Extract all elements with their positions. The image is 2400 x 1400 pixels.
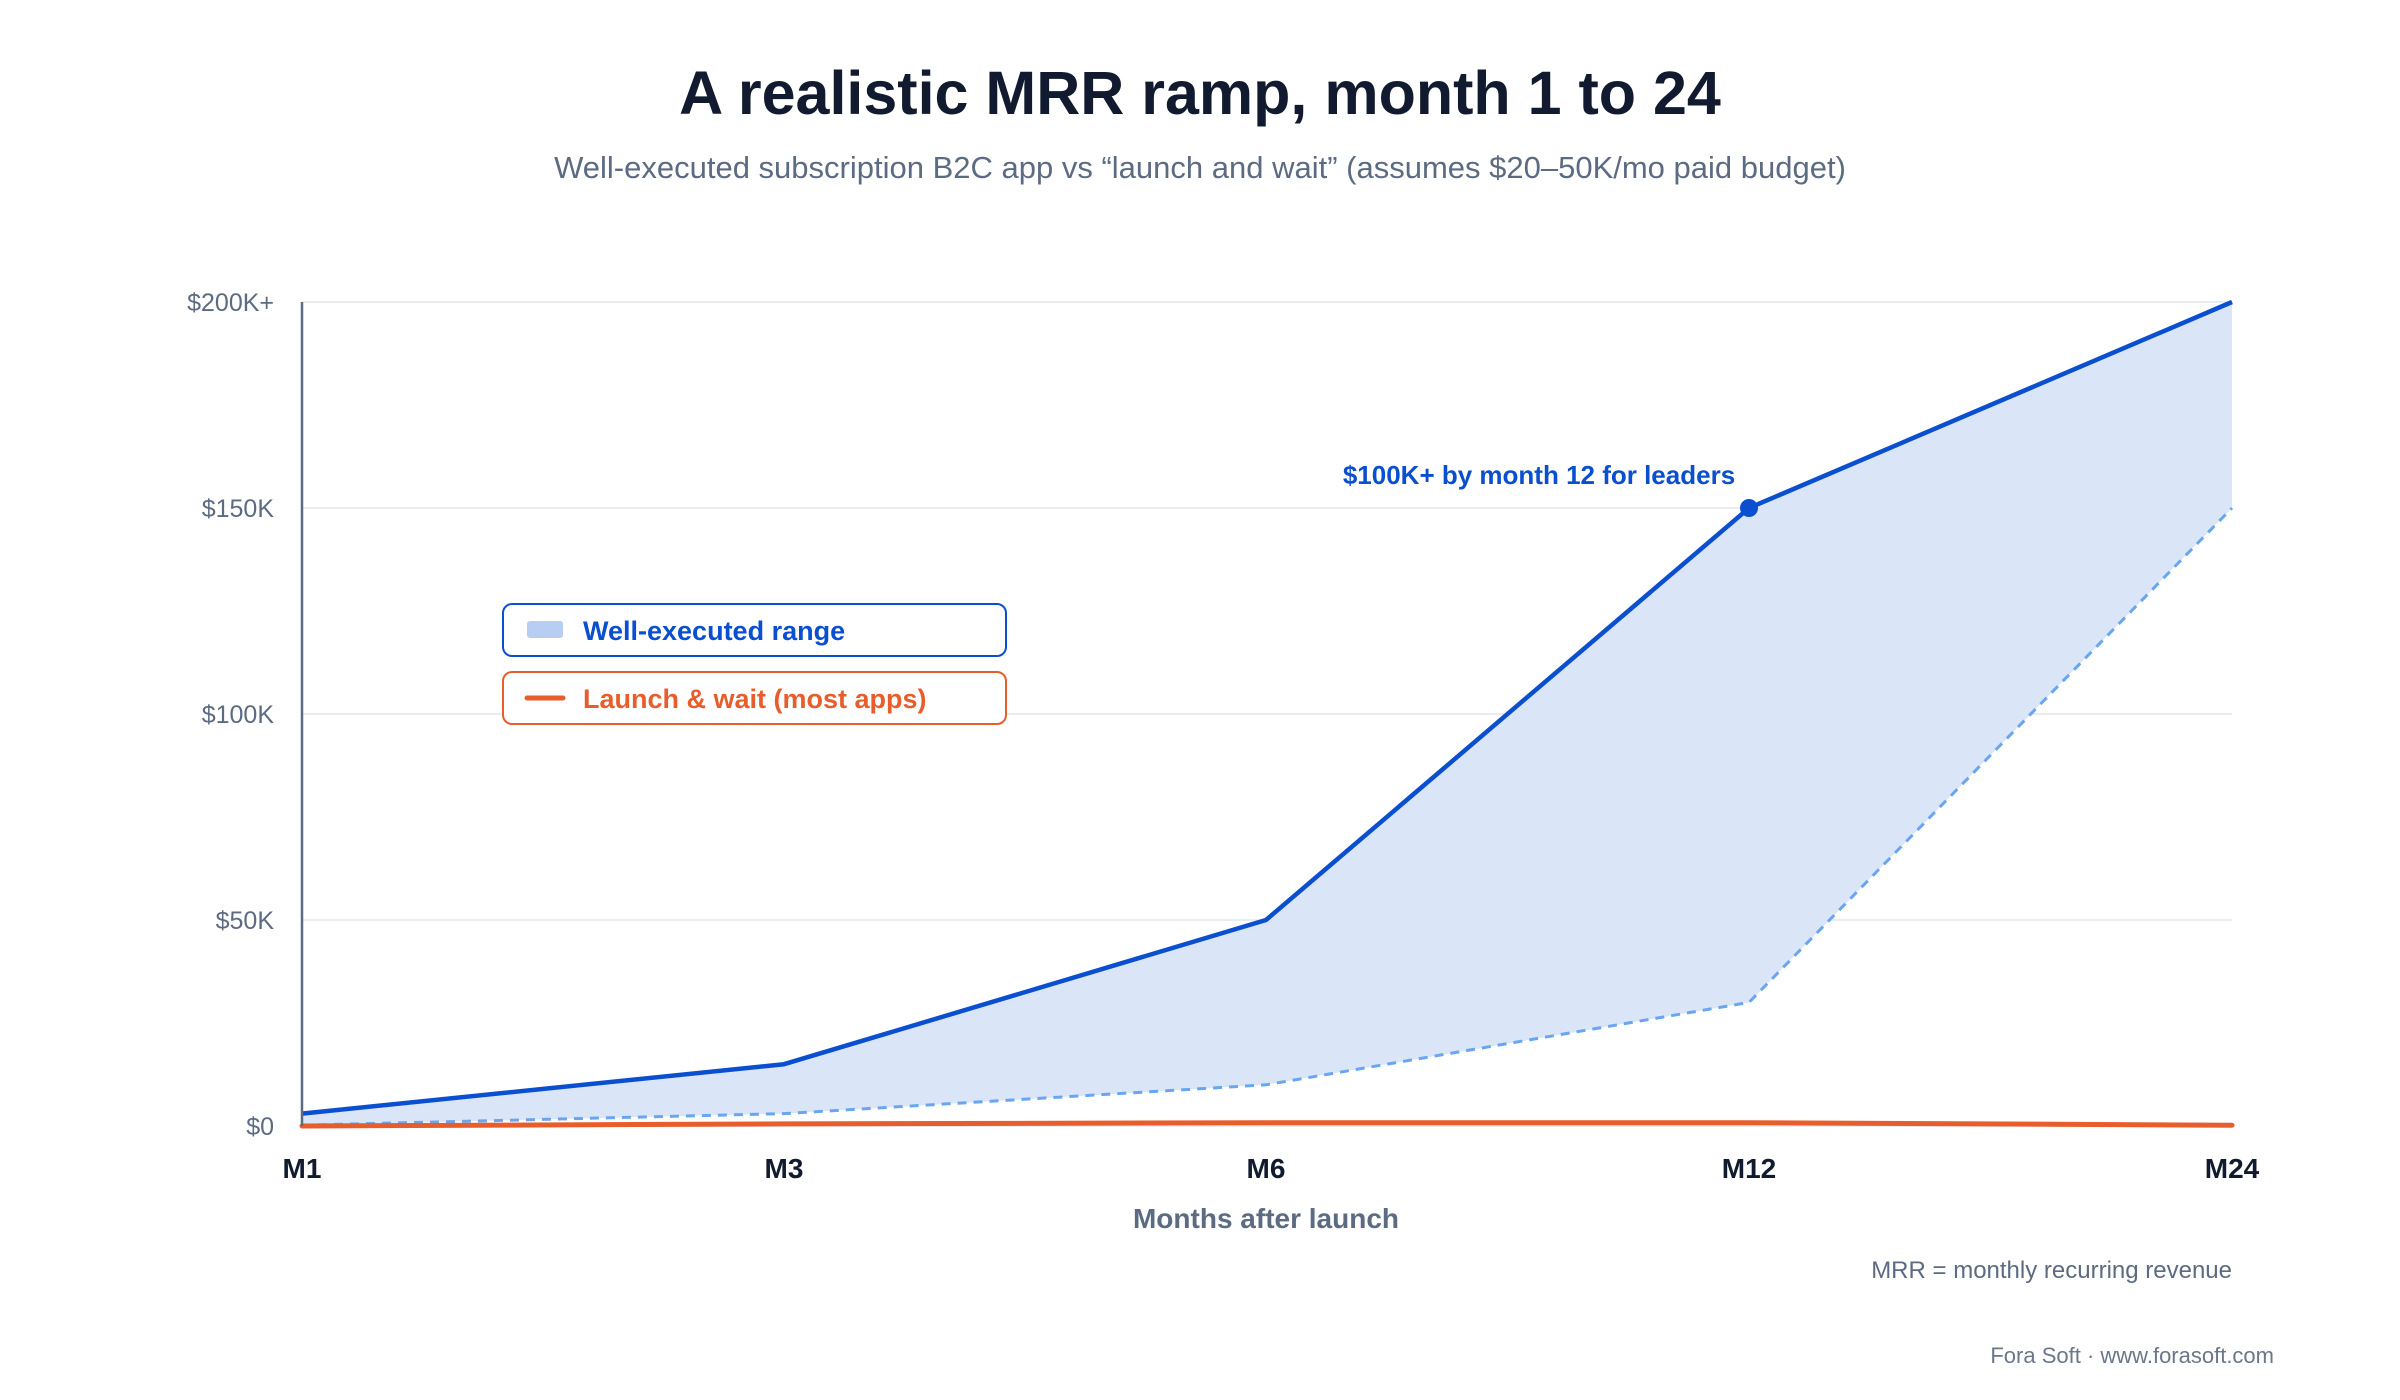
legend-range-box [502,603,1007,657]
annotation-marker [1740,499,1758,517]
x-axis-label: Months after launch [1133,1203,1399,1234]
legend-item-wait: Launch & wait (most apps) [502,671,1007,725]
well-executed-lower-line [301,506,2234,1127]
y-axis-ticks: $0 $50K $100K $150K $200K+ [187,289,274,1141]
annotation-label: $100K+ by month 12 for leaders [1343,460,1735,490]
legend-range-swatch [527,621,563,638]
x-tick-label: M3 [765,1153,804,1184]
y-tick-label: $150K [202,495,275,523]
y-tick-label: $0 [246,1113,274,1141]
chart-subtitle: Well-executed subscription B2C app vs “l… [554,150,1846,185]
y-tick-label: $200K+ [187,289,274,317]
chart-title: A realistic MRR ramp, month 1 to 24 [679,59,1721,127]
x-tick-label: M1 [283,1153,322,1184]
x-tick-label: M12 [1722,1153,1776,1184]
legend-item-range: Well-executed range [502,603,1007,657]
legend-wait-label: Launch & wait (most apps) [583,684,927,714]
mrr-definition-note: MRR = monthly recurring revenue [1871,1257,2232,1284]
x-tick-label: M6 [1247,1153,1286,1184]
y-tick-label: $100K [202,701,275,729]
y-tick-label: $50K [216,907,275,935]
legend: Well-executed range Launch & wait (most … [502,603,1007,725]
legend-range-label: Well-executed range [583,616,845,646]
legend-wait-box [502,671,1007,725]
launch-and-wait-line [299,1120,2235,1129]
x-axis-ticks: M1 M3 M6 M12 M24 [283,1153,2260,1184]
credit-line: Fora Soft · www.forasoft.com [1990,1343,2274,1368]
x-tick-label: M24 [2205,1153,2260,1184]
well-executed-upper-line [301,299,2233,1116]
